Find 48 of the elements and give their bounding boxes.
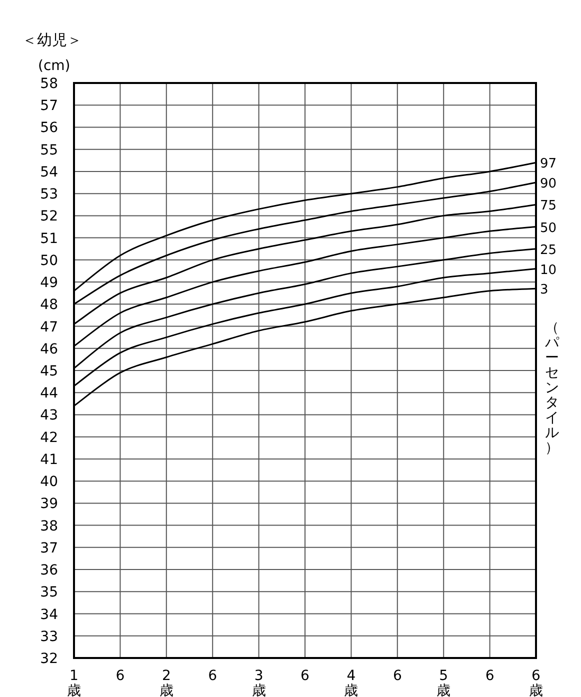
series-label: 3 bbox=[540, 282, 548, 298]
x-tick-label: 6 bbox=[300, 668, 310, 684]
x-tick-label: 1 歳 bbox=[67, 668, 81, 697]
y-tick-label: 49 bbox=[40, 275, 58, 292]
y-tick-label: 37 bbox=[40, 540, 58, 556]
x-tick-label: 3 歳 bbox=[252, 668, 266, 697]
y-tick-label: 43 bbox=[40, 408, 58, 424]
y-tick-label: 47 bbox=[40, 319, 58, 336]
y-tick-label: 52 bbox=[40, 208, 58, 225]
y-tick-label: 45 bbox=[40, 364, 58, 380]
y-tick-label: 44 bbox=[40, 386, 58, 402]
series-label: 50 bbox=[540, 220, 557, 236]
x-tick-label: 6 bbox=[116, 668, 125, 684]
x-tick-label: 2 歳 bbox=[159, 668, 174, 697]
chart-title: ＜幼児＞ bbox=[22, 31, 82, 49]
y-tick-label: 38 bbox=[40, 518, 58, 534]
series-label: 75 bbox=[540, 198, 557, 214]
y-tick-label: 48 bbox=[40, 297, 58, 314]
series-label: 10 bbox=[540, 262, 557, 278]
y-tick-label: 40 bbox=[40, 474, 58, 490]
y-tick-label: 50 bbox=[40, 252, 58, 269]
text: （パーセンタイル） bbox=[545, 320, 559, 456]
y-axis-title: (cm) bbox=[38, 58, 70, 74]
series-label: 90 bbox=[540, 176, 557, 192]
y-tick-label: 35 bbox=[40, 584, 58, 601]
y-tick-label: 56 bbox=[40, 120, 58, 136]
y-tick-label: 33 bbox=[40, 628, 58, 645]
y-tick-label: 53 bbox=[40, 186, 58, 203]
y-tick-label: 42 bbox=[40, 430, 58, 446]
y-tick-label: 58 bbox=[40, 76, 58, 92]
y-tick-label: 54 bbox=[40, 164, 58, 180]
x-tick-label: 6 bbox=[485, 668, 494, 684]
y-tick-label: 55 bbox=[40, 142, 58, 158]
y-tick-label: 32 bbox=[40, 651, 58, 667]
y-tick-label: 36 bbox=[40, 562, 58, 579]
x-tick-label: 6 歳 bbox=[529, 668, 543, 697]
y-tick-label: 51 bbox=[40, 230, 58, 247]
x-tick-label: 6 bbox=[392, 668, 402, 684]
x-tick-label: 6 bbox=[208, 668, 218, 684]
y-tick-label: 46 bbox=[40, 341, 58, 358]
series-label: 25 bbox=[540, 242, 557, 258]
y-tick-label: 34 bbox=[40, 606, 58, 623]
y-tick-label: 57 bbox=[40, 98, 58, 114]
x-tick-label: 4 歳 bbox=[344, 668, 358, 697]
y-tick-label: 39 bbox=[40, 496, 58, 512]
y-tick-label: 41 bbox=[40, 452, 58, 468]
x-tick-label: 5 歳 bbox=[436, 668, 451, 697]
series-label: 97 bbox=[540, 156, 557, 172]
